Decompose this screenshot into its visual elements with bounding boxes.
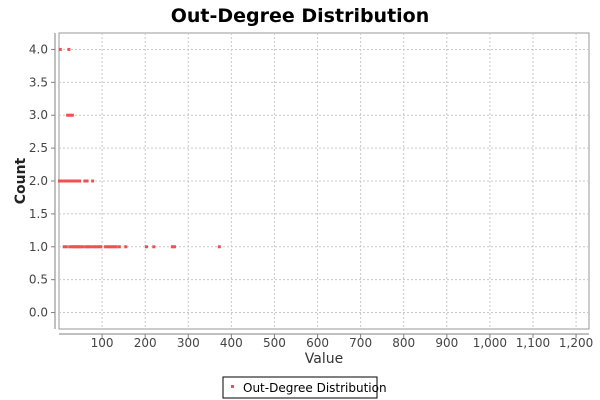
y-tick-label: 3.0 xyxy=(29,108,48,122)
data-point xyxy=(170,245,174,249)
data-point xyxy=(117,245,121,249)
x-tick-label: 800 xyxy=(392,336,415,350)
y-tick-label: 2.0 xyxy=(29,174,48,188)
data-point xyxy=(87,245,91,249)
data-point xyxy=(77,245,81,249)
data-point xyxy=(110,245,114,249)
y-tick-label: 4.0 xyxy=(29,42,48,56)
data-point xyxy=(152,245,156,249)
data-point xyxy=(70,245,74,249)
x-tick-label: 1,100 xyxy=(516,336,550,350)
data-point xyxy=(66,113,70,117)
data-point xyxy=(172,245,176,249)
data-point xyxy=(83,179,87,183)
data-point xyxy=(81,245,85,249)
data-point xyxy=(64,245,68,249)
data-point xyxy=(94,245,98,249)
data-points xyxy=(57,47,221,249)
legend: Out-Degree Distribution xyxy=(222,376,387,399)
data-point xyxy=(76,179,80,183)
data-point xyxy=(144,245,148,249)
legend-label: Out-Degree Distribution xyxy=(243,381,387,395)
data-point xyxy=(97,245,101,249)
x-tick-label: 900 xyxy=(435,336,458,350)
y-tick-label: 1.5 xyxy=(29,207,48,221)
data-point xyxy=(84,245,88,249)
data-point xyxy=(108,245,112,249)
data-point xyxy=(112,245,116,249)
data-point xyxy=(71,179,75,183)
y-tick-label: 0.5 xyxy=(29,273,48,287)
y-axis-ticks: 0.0 0.5 1.0 1.5 2.0 2.5 3.0 3.5 4.0 xyxy=(29,42,55,320)
legend-marker xyxy=(231,385,234,388)
data-point xyxy=(85,179,89,183)
data-point xyxy=(85,245,89,249)
data-point xyxy=(104,245,108,249)
data-point xyxy=(91,179,95,183)
x-tick-label: 600 xyxy=(306,336,329,350)
x-axis-ticks: 100 200 300 400 500 600 700 800 900 1,000 1,100 1,2… xyxy=(91,334,593,350)
x-tick-label: 500 xyxy=(263,336,286,350)
data-point xyxy=(78,179,82,183)
x-tick-label: 300 xyxy=(177,336,200,350)
y-tick-label: 1.0 xyxy=(29,240,48,254)
y-tick-label: 3.5 xyxy=(29,75,48,89)
y-tick-label: 2.5 xyxy=(29,141,48,155)
x-tick-label: 1,200 xyxy=(559,336,593,350)
data-point xyxy=(68,113,72,117)
data-point xyxy=(90,245,94,249)
data-point xyxy=(92,245,96,249)
data-point xyxy=(79,245,83,249)
data-point xyxy=(114,245,118,249)
x-tick-label: 200 xyxy=(134,336,157,350)
chart-title: Out-Degree Distribution xyxy=(171,5,430,27)
data-point xyxy=(67,47,71,51)
x-tick-label: 1,000 xyxy=(473,336,507,350)
data-point xyxy=(106,245,110,249)
data-point xyxy=(217,245,221,249)
data-point xyxy=(73,179,77,183)
data-point xyxy=(62,245,66,249)
grid-lines xyxy=(59,33,589,329)
data-point xyxy=(99,245,103,249)
data-point xyxy=(70,113,74,117)
y-axis-label: Count xyxy=(13,157,29,204)
x-tick-label: 700 xyxy=(349,336,372,350)
legend-box xyxy=(222,376,378,399)
y-tick-label: 0.0 xyxy=(29,306,48,320)
x-tick-label: 100 xyxy=(91,336,114,350)
data-point xyxy=(124,245,128,249)
data-point xyxy=(68,245,72,249)
data-point xyxy=(75,245,79,249)
data-point xyxy=(73,245,77,249)
data-point xyxy=(72,245,76,249)
data-point xyxy=(58,47,62,51)
x-tick-label: 400 xyxy=(220,336,243,350)
x-axis-label: Value xyxy=(305,351,343,367)
data-point xyxy=(69,179,73,183)
